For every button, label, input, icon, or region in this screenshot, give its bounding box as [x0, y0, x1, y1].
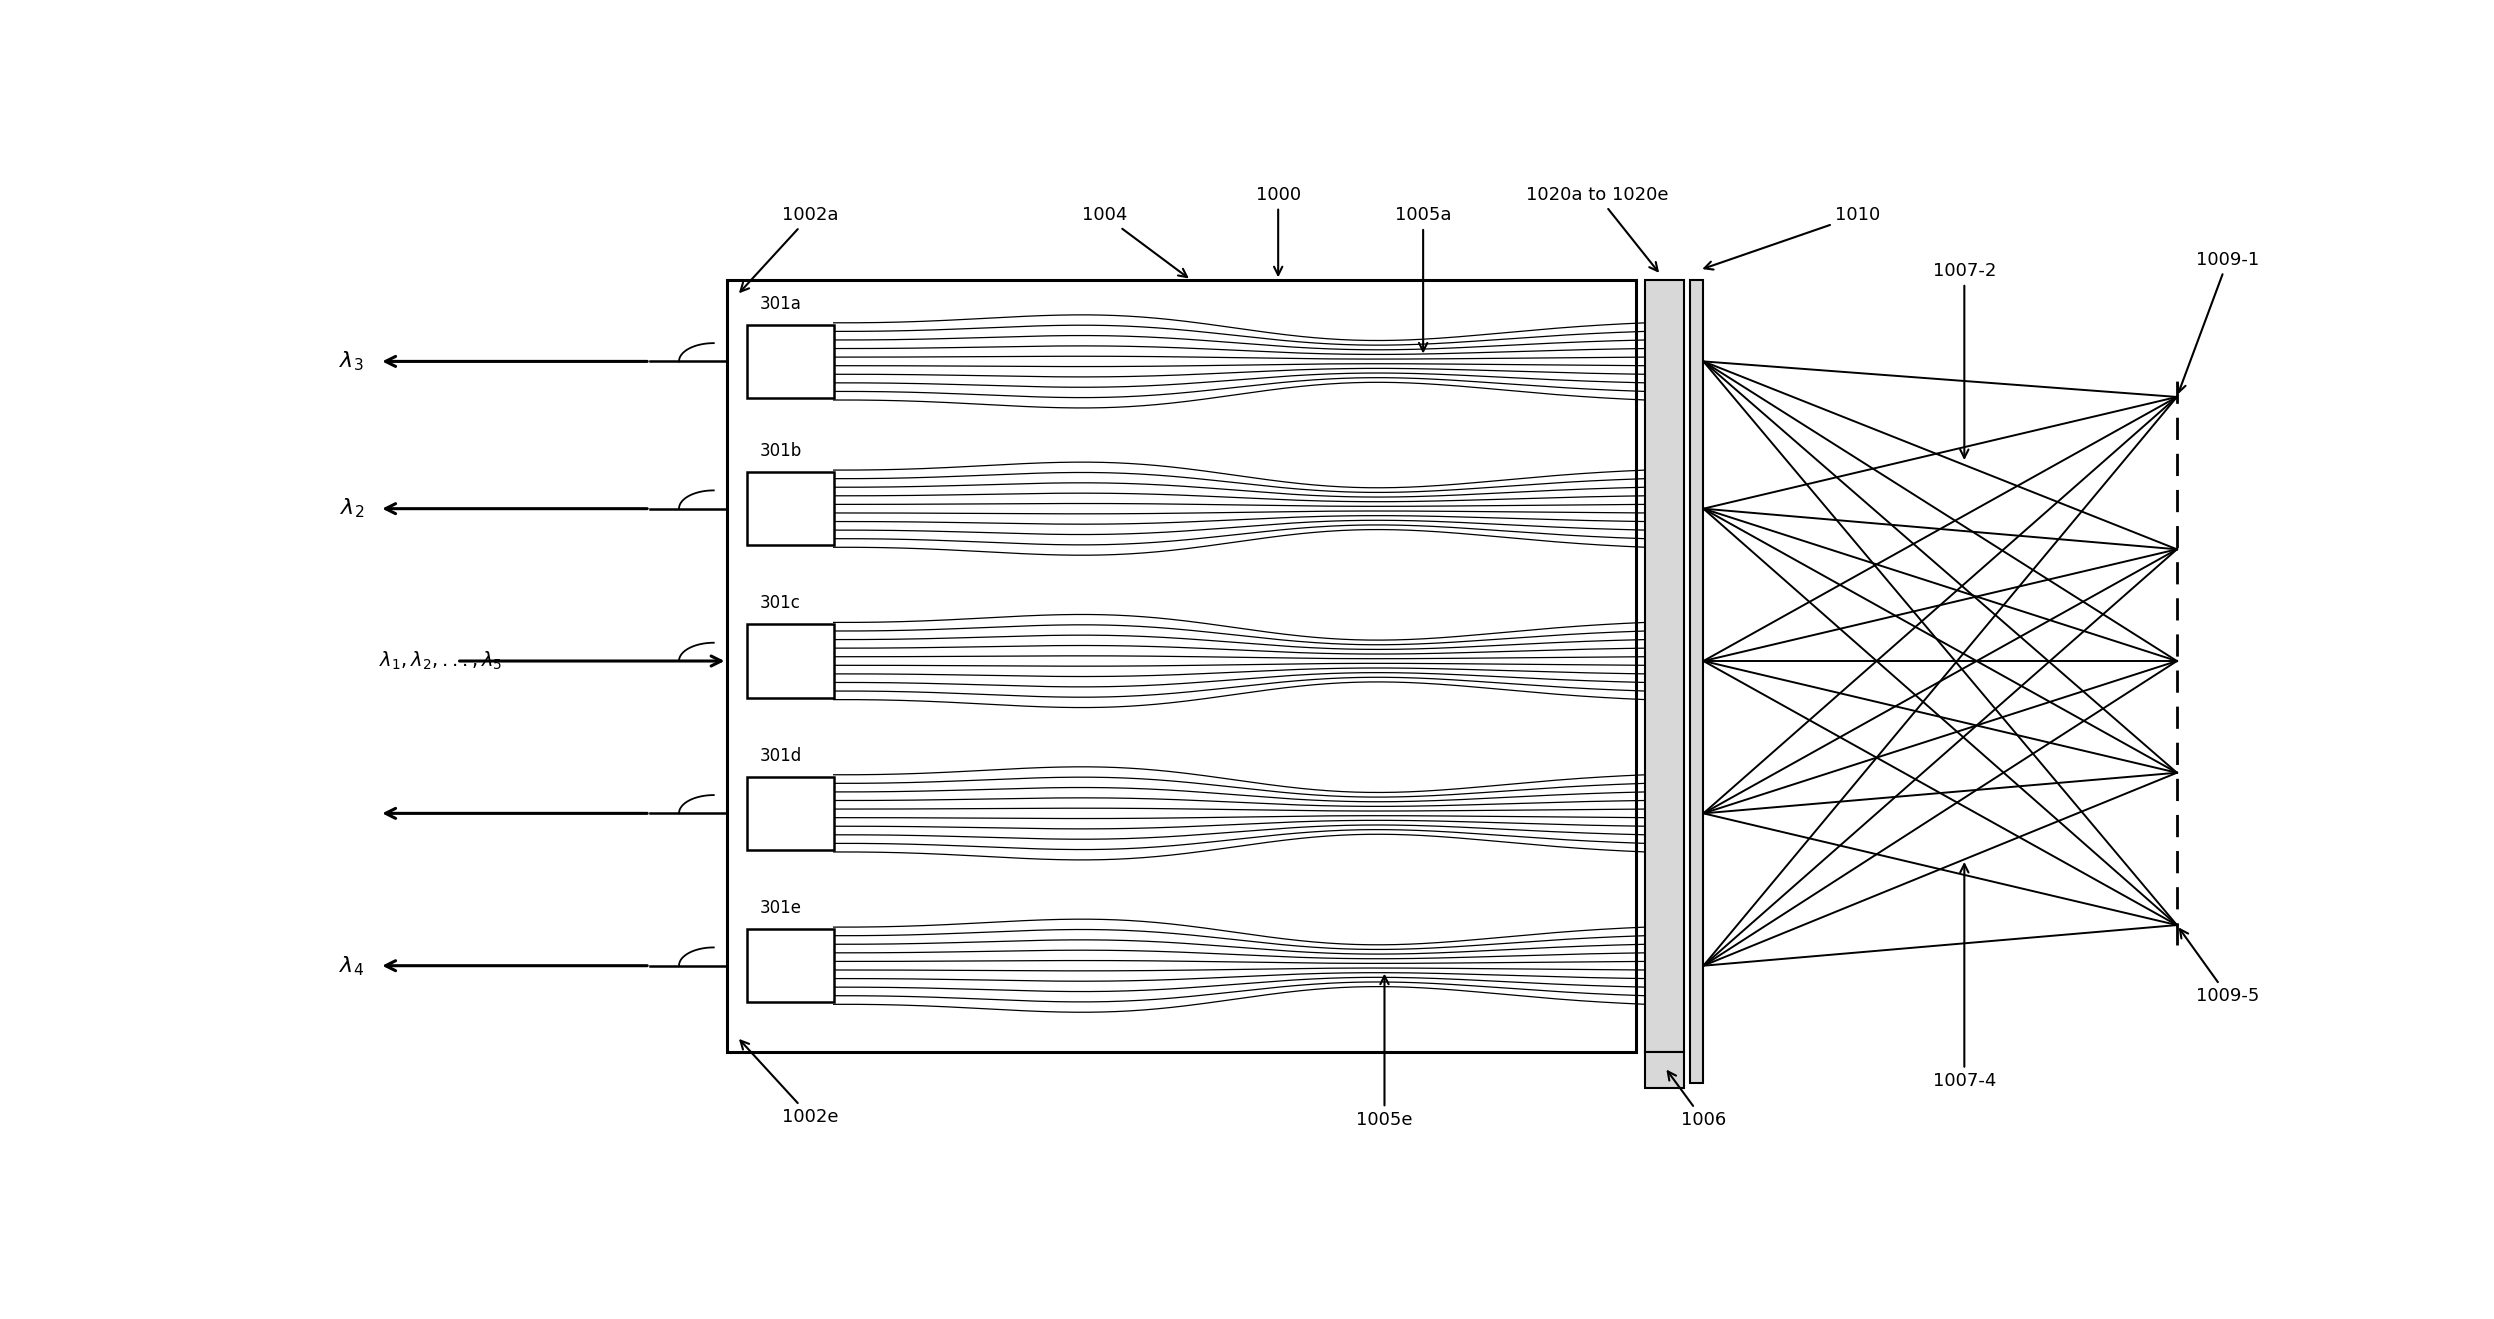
- Text: 1010: 1010: [1703, 206, 1880, 269]
- Text: 1000: 1000: [1254, 186, 1302, 276]
- Text: $\lambda_3$: $\lambda_3$: [339, 350, 364, 373]
- Text: 1005a: 1005a: [1394, 206, 1452, 351]
- Text: 301a: 301a: [761, 294, 803, 313]
- Text: 1002e: 1002e: [741, 1041, 838, 1126]
- Bar: [1646, 280, 1683, 1053]
- Text: 301b: 301b: [761, 442, 803, 460]
- Bar: [746, 929, 833, 1002]
- Bar: [746, 777, 833, 849]
- Text: $\lambda_2$: $\lambda_2$: [339, 497, 364, 521]
- Text: 1009-5: 1009-5: [2180, 929, 2260, 1005]
- Bar: [746, 324, 833, 398]
- Bar: [746, 472, 833, 545]
- Text: 301e: 301e: [761, 900, 803, 917]
- Text: $\lambda_4$: $\lambda_4$: [339, 954, 364, 977]
- Text: 1006: 1006: [1668, 1071, 1726, 1129]
- Text: 301d: 301d: [761, 747, 803, 765]
- Text: 1004: 1004: [1082, 206, 1187, 277]
- Bar: [1646, 1053, 1683, 1088]
- Text: 1007-4: 1007-4: [1933, 864, 1995, 1091]
- Text: 301c: 301c: [761, 595, 801, 612]
- Bar: [746, 624, 833, 698]
- Bar: [728, 280, 1636, 1053]
- Text: 1009-1: 1009-1: [2177, 251, 2260, 392]
- Bar: [1691, 280, 1703, 1083]
- Text: 1005e: 1005e: [1357, 976, 1412, 1129]
- Text: 1020a to 1020e: 1020a to 1020e: [1526, 186, 1668, 272]
- Text: $\lambda_1,\lambda_2,...,\lambda_5$: $\lambda_1,\lambda_2,...,\lambda_5$: [379, 650, 504, 673]
- Text: 1002a: 1002a: [741, 206, 838, 291]
- Text: 1007-2: 1007-2: [1933, 262, 1995, 458]
